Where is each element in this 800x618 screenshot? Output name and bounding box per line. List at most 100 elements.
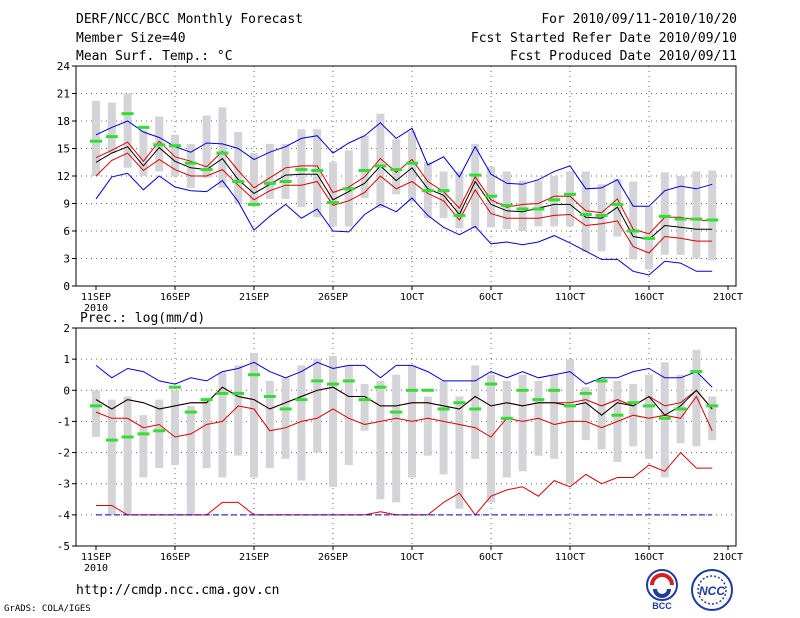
temp-observed-mark <box>232 180 245 183</box>
temp-ytick-label: 6 <box>63 225 70 238</box>
prec-spread-box <box>92 390 100 437</box>
prec-spread-box <box>186 405 195 515</box>
temp-ytick-label: 24 <box>57 60 71 73</box>
prec-observed-mark <box>406 388 418 392</box>
prec-spread-box <box>155 399 164 469</box>
temp-ytick-label: 18 <box>57 115 70 128</box>
temp-observed-mark <box>121 112 134 116</box>
temp-spread-box <box>218 107 227 188</box>
temp-observed-mark <box>390 168 403 172</box>
prec-observed-mark <box>579 391 592 395</box>
temp-spread-box <box>376 113 385 209</box>
temp-observed-mark <box>453 213 466 217</box>
prec-observed-mark <box>263 395 276 399</box>
prec-xtick-label: 26SEP <box>318 552 348 563</box>
temp-spread-box <box>139 130 148 176</box>
temp-observed-mark <box>311 169 324 172</box>
prec-spread-box <box>234 365 243 456</box>
bcc-logo: BCC <box>646 569 678 610</box>
temp-spread-box <box>518 180 527 231</box>
prec-observed-mark <box>390 410 403 414</box>
temp-spread-box <box>202 115 211 178</box>
temp-spread-box <box>471 143 480 229</box>
temp-observed-mark <box>295 168 308 172</box>
prec-observed-mark <box>564 404 576 408</box>
prec-observed-mark <box>516 388 529 392</box>
fcst-start-date: Fcst Started Refer Date 2010/09/10 <box>470 31 737 46</box>
prec-spread-box <box>329 356 337 487</box>
temp-observed-mark <box>374 164 387 168</box>
temp-xtick-label: 11OCT <box>555 292 585 303</box>
prec-observed-mark <box>532 398 545 402</box>
temp-observed-mark <box>406 161 418 165</box>
temp-observed-mark <box>358 169 371 172</box>
fcst-produced-date: Fcst Produced Date 2010/09/11 <box>510 49 737 64</box>
prec-ytick-label: 1 <box>63 353 70 366</box>
temp-lower-line <box>95 152 713 254</box>
prec-spread-box <box>250 352 258 478</box>
temp-xtick-label: 26SEP <box>318 292 348 303</box>
temp-ytick-label: 3 <box>63 253 70 266</box>
temp-spread-box <box>313 129 322 218</box>
prec-spread-box <box>139 415 148 478</box>
prec-spread-box <box>597 377 606 450</box>
temp-observed-mark <box>516 207 529 211</box>
prec-spread-box <box>692 349 701 447</box>
prec-observed-mark <box>500 416 513 420</box>
temp-spread-box <box>676 176 685 255</box>
temp-observed-mark <box>200 168 213 172</box>
prec-observed-mark <box>169 385 181 389</box>
temp-observed-mark <box>706 218 719 222</box>
prec-spread-box <box>297 365 306 481</box>
prec-plot-frame <box>75 327 737 547</box>
temp-spread-box <box>92 100 100 176</box>
temp-observed-mark <box>595 213 608 217</box>
prec-xtick-label: 6OCT <box>479 552 503 563</box>
prec-xtick-label: 11SEP <box>81 552 111 563</box>
prec-observed-mark <box>295 398 308 402</box>
prec-observed-mark <box>437 407 450 411</box>
prec-spread-box <box>123 396 132 515</box>
temp-xtick-label: 21OCT <box>713 292 743 303</box>
prec-ytick-label: -5 <box>57 540 70 553</box>
temp-max-line <box>95 120 713 207</box>
prec-xtick-label: 11OCT <box>555 552 585 563</box>
temp-spread-box <box>581 171 590 253</box>
website-url[interactable]: http://cmdp.ncc.cma.gov.cn <box>76 583 280 598</box>
prec-spread-box <box>471 365 480 459</box>
temp-observed-mark <box>579 213 592 216</box>
temp-spread-box <box>360 135 369 198</box>
prec-spread-box <box>392 374 401 503</box>
prec-spread-box <box>218 371 227 478</box>
temp-spread-box <box>186 143 195 188</box>
prec-xtick-label: 16OCT <box>634 552 664 563</box>
prec-observed-mark <box>690 370 703 374</box>
prec-year-label: 2010 <box>84 563 108 574</box>
temp-year-label: 2010 <box>84 303 108 314</box>
prec-ytick-label: 2 <box>63 322 70 335</box>
temp-xtick-label: 21SEP <box>239 292 269 303</box>
temp-spread-box <box>708 170 717 261</box>
temp-observed-mark <box>105 135 118 139</box>
prec-xtick-label: 1OCT <box>400 552 424 563</box>
prec-spread-box <box>202 399 211 469</box>
prec-spread-box <box>645 374 653 459</box>
temp-min-line <box>95 172 713 276</box>
chart-title: DERF/NCC/BCC Monthly Forecast <box>76 12 303 27</box>
temp-mean-line <box>95 146 713 240</box>
temp-spread-box <box>392 139 401 195</box>
temp-observed-mark <box>627 229 640 233</box>
temp-observed-mark <box>690 217 703 221</box>
variable-label: Mean Surf. Temp.: °C <box>76 49 233 64</box>
prec-spread-box <box>708 396 717 441</box>
prec-observed-mark <box>548 388 561 392</box>
temp-spread-box <box>329 162 337 227</box>
temp-xtick-label: 16SEP <box>160 292 190 303</box>
temp-xtick-label: 11SEP <box>81 292 111 303</box>
prec-observed-mark <box>105 438 118 442</box>
prec-spread-box <box>581 387 590 441</box>
temp-ytick-label: 9 <box>63 198 70 211</box>
temp-spread-box <box>692 171 701 259</box>
ncc-logo: NCC <box>691 569 733 611</box>
